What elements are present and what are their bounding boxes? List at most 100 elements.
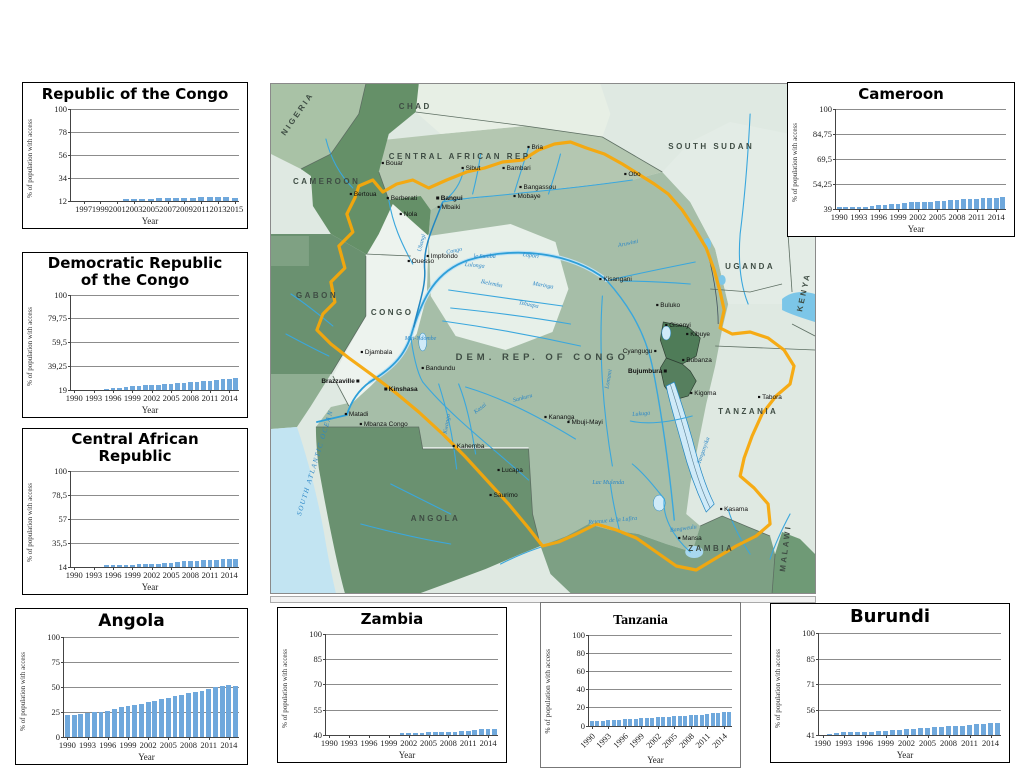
bar (162, 563, 167, 567)
y-tick-label: 55 (313, 704, 323, 715)
x-tick-label: 2005 (928, 211, 946, 222)
x-tick-label: 1999 (123, 569, 141, 580)
map-city-label: Kibuye (690, 331, 710, 338)
x-tick (134, 201, 135, 204)
x-tick (674, 726, 676, 729)
bar (688, 715, 693, 726)
x-tick (608, 726, 610, 729)
lake-mai-ndombe (418, 332, 427, 352)
y-tick-label: 54,25 (812, 178, 832, 189)
y-tick (586, 707, 589, 709)
x-tick-label: 2008 (180, 740, 198, 751)
y-axis-label: % of population with access (25, 119, 34, 199)
bar (412, 733, 418, 735)
chart-republic-of-the-congo: Republic of the Congo % of population wi… (22, 82, 248, 229)
x-tick (234, 201, 236, 204)
y-tick-label: 40 (576, 684, 586, 695)
bar (130, 564, 135, 567)
y-tick-label: 100 (47, 632, 60, 643)
bar (966, 724, 972, 735)
y-tick-label: 100 (819, 103, 832, 114)
map-city-label: Bouar (386, 160, 404, 167)
x-tick (201, 201, 203, 204)
x-tick-label: 2005 (162, 569, 180, 580)
y-tick (586, 725, 589, 727)
bar (172, 696, 178, 737)
x-tick (641, 726, 643, 729)
plot-area: 41 56 71 85 100 1990 1993 1996 1999 2002 2005 2008 2… (784, 627, 1009, 749)
map-river-label: Bangweulu (670, 524, 697, 534)
x-tick (843, 735, 845, 738)
x-tick-label: 2011 (459, 737, 477, 748)
y-tick (586, 689, 589, 691)
x-tick (591, 726, 593, 729)
y-tick-label: 25 (51, 707, 61, 718)
x-tick-label: 2011 (192, 203, 210, 214)
bar (181, 561, 187, 567)
map-city-label: Impfondo (431, 253, 458, 260)
x-tick (113, 390, 114, 393)
y-tick-label: 100 (54, 289, 67, 300)
y-tick-label: 85 (313, 654, 323, 665)
x-tick (428, 735, 430, 738)
x-tick (67, 737, 69, 740)
bar (836, 207, 842, 209)
y-tick (586, 634, 589, 636)
x-tick-label: 2008 (439, 737, 457, 748)
bar (64, 715, 70, 737)
x-tick-label: 2013 (209, 203, 227, 214)
bar (139, 199, 146, 201)
y-tick (323, 659, 326, 661)
bar (1000, 196, 1006, 209)
y-tick-label: 78 (58, 126, 68, 137)
bar (188, 561, 193, 567)
gridline (71, 542, 239, 544)
bar (214, 197, 222, 201)
map-river-label: Maringa (531, 281, 554, 291)
x-tick (209, 567, 211, 570)
y-tick (61, 712, 64, 714)
bar (181, 382, 187, 390)
bar (165, 698, 171, 737)
x-tick (93, 390, 95, 393)
map-city-marker (686, 332, 689, 336)
y-tick (68, 494, 71, 496)
y-tick-label: 12 (58, 195, 68, 206)
map-city-marker (426, 254, 429, 258)
plot-area: 14 35,5 57 78,5 100 1990 1993 1996 1999 2002 2005 2… (36, 465, 247, 581)
y-tick (61, 637, 64, 639)
region-congo-coast (271, 374, 331, 429)
y-axis-label: % of population with access (773, 648, 782, 728)
bar (192, 692, 198, 737)
gridline (71, 177, 239, 179)
y-tick (68, 200, 71, 202)
bar (179, 695, 185, 737)
x-tick (690, 726, 692, 729)
gridline (71, 342, 239, 344)
y-axis-label: % of population with access (790, 123, 799, 203)
plot-area: 12 34 56 78 100 1997 1999 2001 2003 2005 2007 2009 2… (36, 103, 247, 215)
y-tick (816, 658, 819, 660)
x-tick-label: 2002 (139, 740, 157, 751)
map-country-label: ZAMBIA (688, 544, 734, 553)
bar (426, 732, 431, 735)
map-city-marker (665, 323, 668, 327)
x-tick-label: 2014 (220, 569, 238, 580)
bar (961, 199, 966, 209)
bar (974, 199, 979, 209)
x-tick-label: 2008 (940, 738, 957, 749)
x-tick (113, 567, 114, 570)
lake-tanganyika (665, 381, 715, 513)
chart-title: Central African Republic (71, 430, 199, 465)
y-tick (833, 183, 836, 185)
x-tick (100, 201, 102, 204)
map-country-label: CENTRAL AFRICAN REP. (389, 152, 535, 161)
bar (595, 720, 600, 726)
bar (655, 717, 660, 726)
bar (172, 198, 180, 201)
x-tick (151, 390, 153, 393)
y-tick (68, 566, 71, 568)
bar (214, 559, 219, 567)
gridline (836, 133, 1006, 135)
